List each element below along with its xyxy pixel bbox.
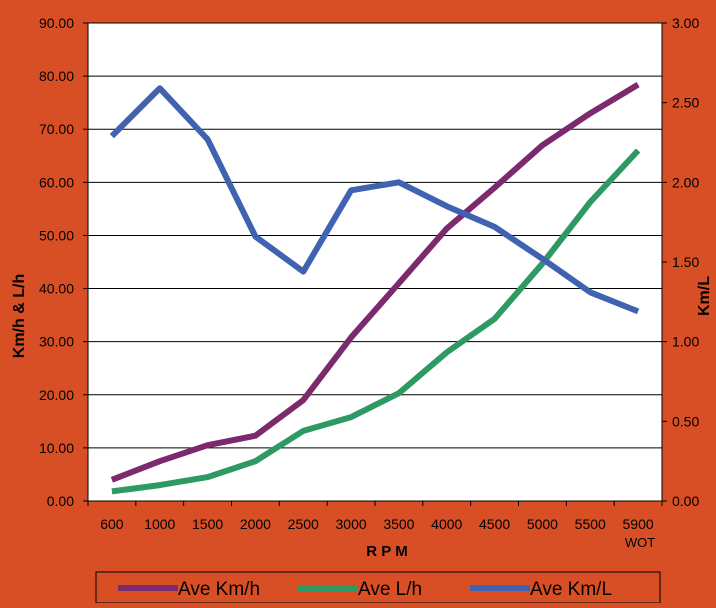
y-tick-label: 20.00: [39, 387, 74, 403]
gridlines: [88, 22, 662, 502]
x-tick-label: 600: [100, 516, 124, 532]
y-tick-label: 90.00: [39, 15, 74, 31]
x-tick-label: 5900: [623, 516, 654, 532]
series-lines: [109, 82, 641, 495]
y2-tick-label: 3.00: [672, 15, 699, 31]
legend-label: Ave L/h: [358, 579, 422, 600]
x-axis-title: R P M: [366, 543, 407, 560]
legend-box: [95, 571, 661, 604]
series-line: [109, 85, 640, 315]
series-line: [111, 148, 641, 495]
x-tick-label: 3500: [383, 516, 414, 532]
x-tick-label: 4000: [431, 516, 462, 532]
y2-tick-label: 1.50: [672, 254, 699, 270]
y-tick-label: 70.00: [39, 121, 74, 137]
legend: Ave Km/h Ave L/h Ave Km/L: [95, 571, 661, 604]
y-tick-label: 60.00: [39, 174, 74, 190]
y2-tick-label: 2.00: [672, 174, 699, 190]
x-tick-label: 1500: [192, 516, 223, 532]
y-tick-label: 0.00: [47, 493, 74, 509]
y2-tick-label: 0.50: [672, 413, 699, 429]
y-tick-label: 50.00: [39, 227, 74, 243]
y2-tick-label: 0.00: [672, 493, 699, 509]
legend-label: Ave Km/L: [530, 579, 612, 600]
x-tick-label: 2500: [288, 516, 319, 532]
x-tick-label: 4500: [479, 516, 510, 532]
y2-tick-label: 2.50: [672, 95, 699, 111]
y-tick-label: 30.00: [39, 334, 74, 350]
x-tick-label: 3000: [336, 516, 367, 532]
series-line: [110, 82, 640, 483]
plot-area: [88, 23, 662, 501]
x-tick-label: 1000: [144, 516, 175, 532]
y2-tick-label: 1.00: [672, 334, 699, 350]
y-tick-label: 80.00: [39, 68, 74, 84]
y2-axis-title: Km/L: [696, 276, 713, 316]
x-tick-label: 5500: [575, 516, 606, 532]
y-axis-title: Km/h & L/h: [11, 274, 28, 358]
legend-label: Ave Km/h: [178, 579, 260, 600]
y-tick-label: 40.00: [39, 281, 74, 297]
x-tick-label: 5000: [527, 516, 558, 532]
y-tick-label: 10.00: [39, 440, 74, 456]
tick-labels: 0.00 10.00 20.00 30.00 40.00 50.00 60.00 70.00 8…: [39, 15, 700, 550]
x-tick-sublabel: WOT: [625, 535, 655, 550]
x-tick-label: 2000: [240, 516, 271, 532]
